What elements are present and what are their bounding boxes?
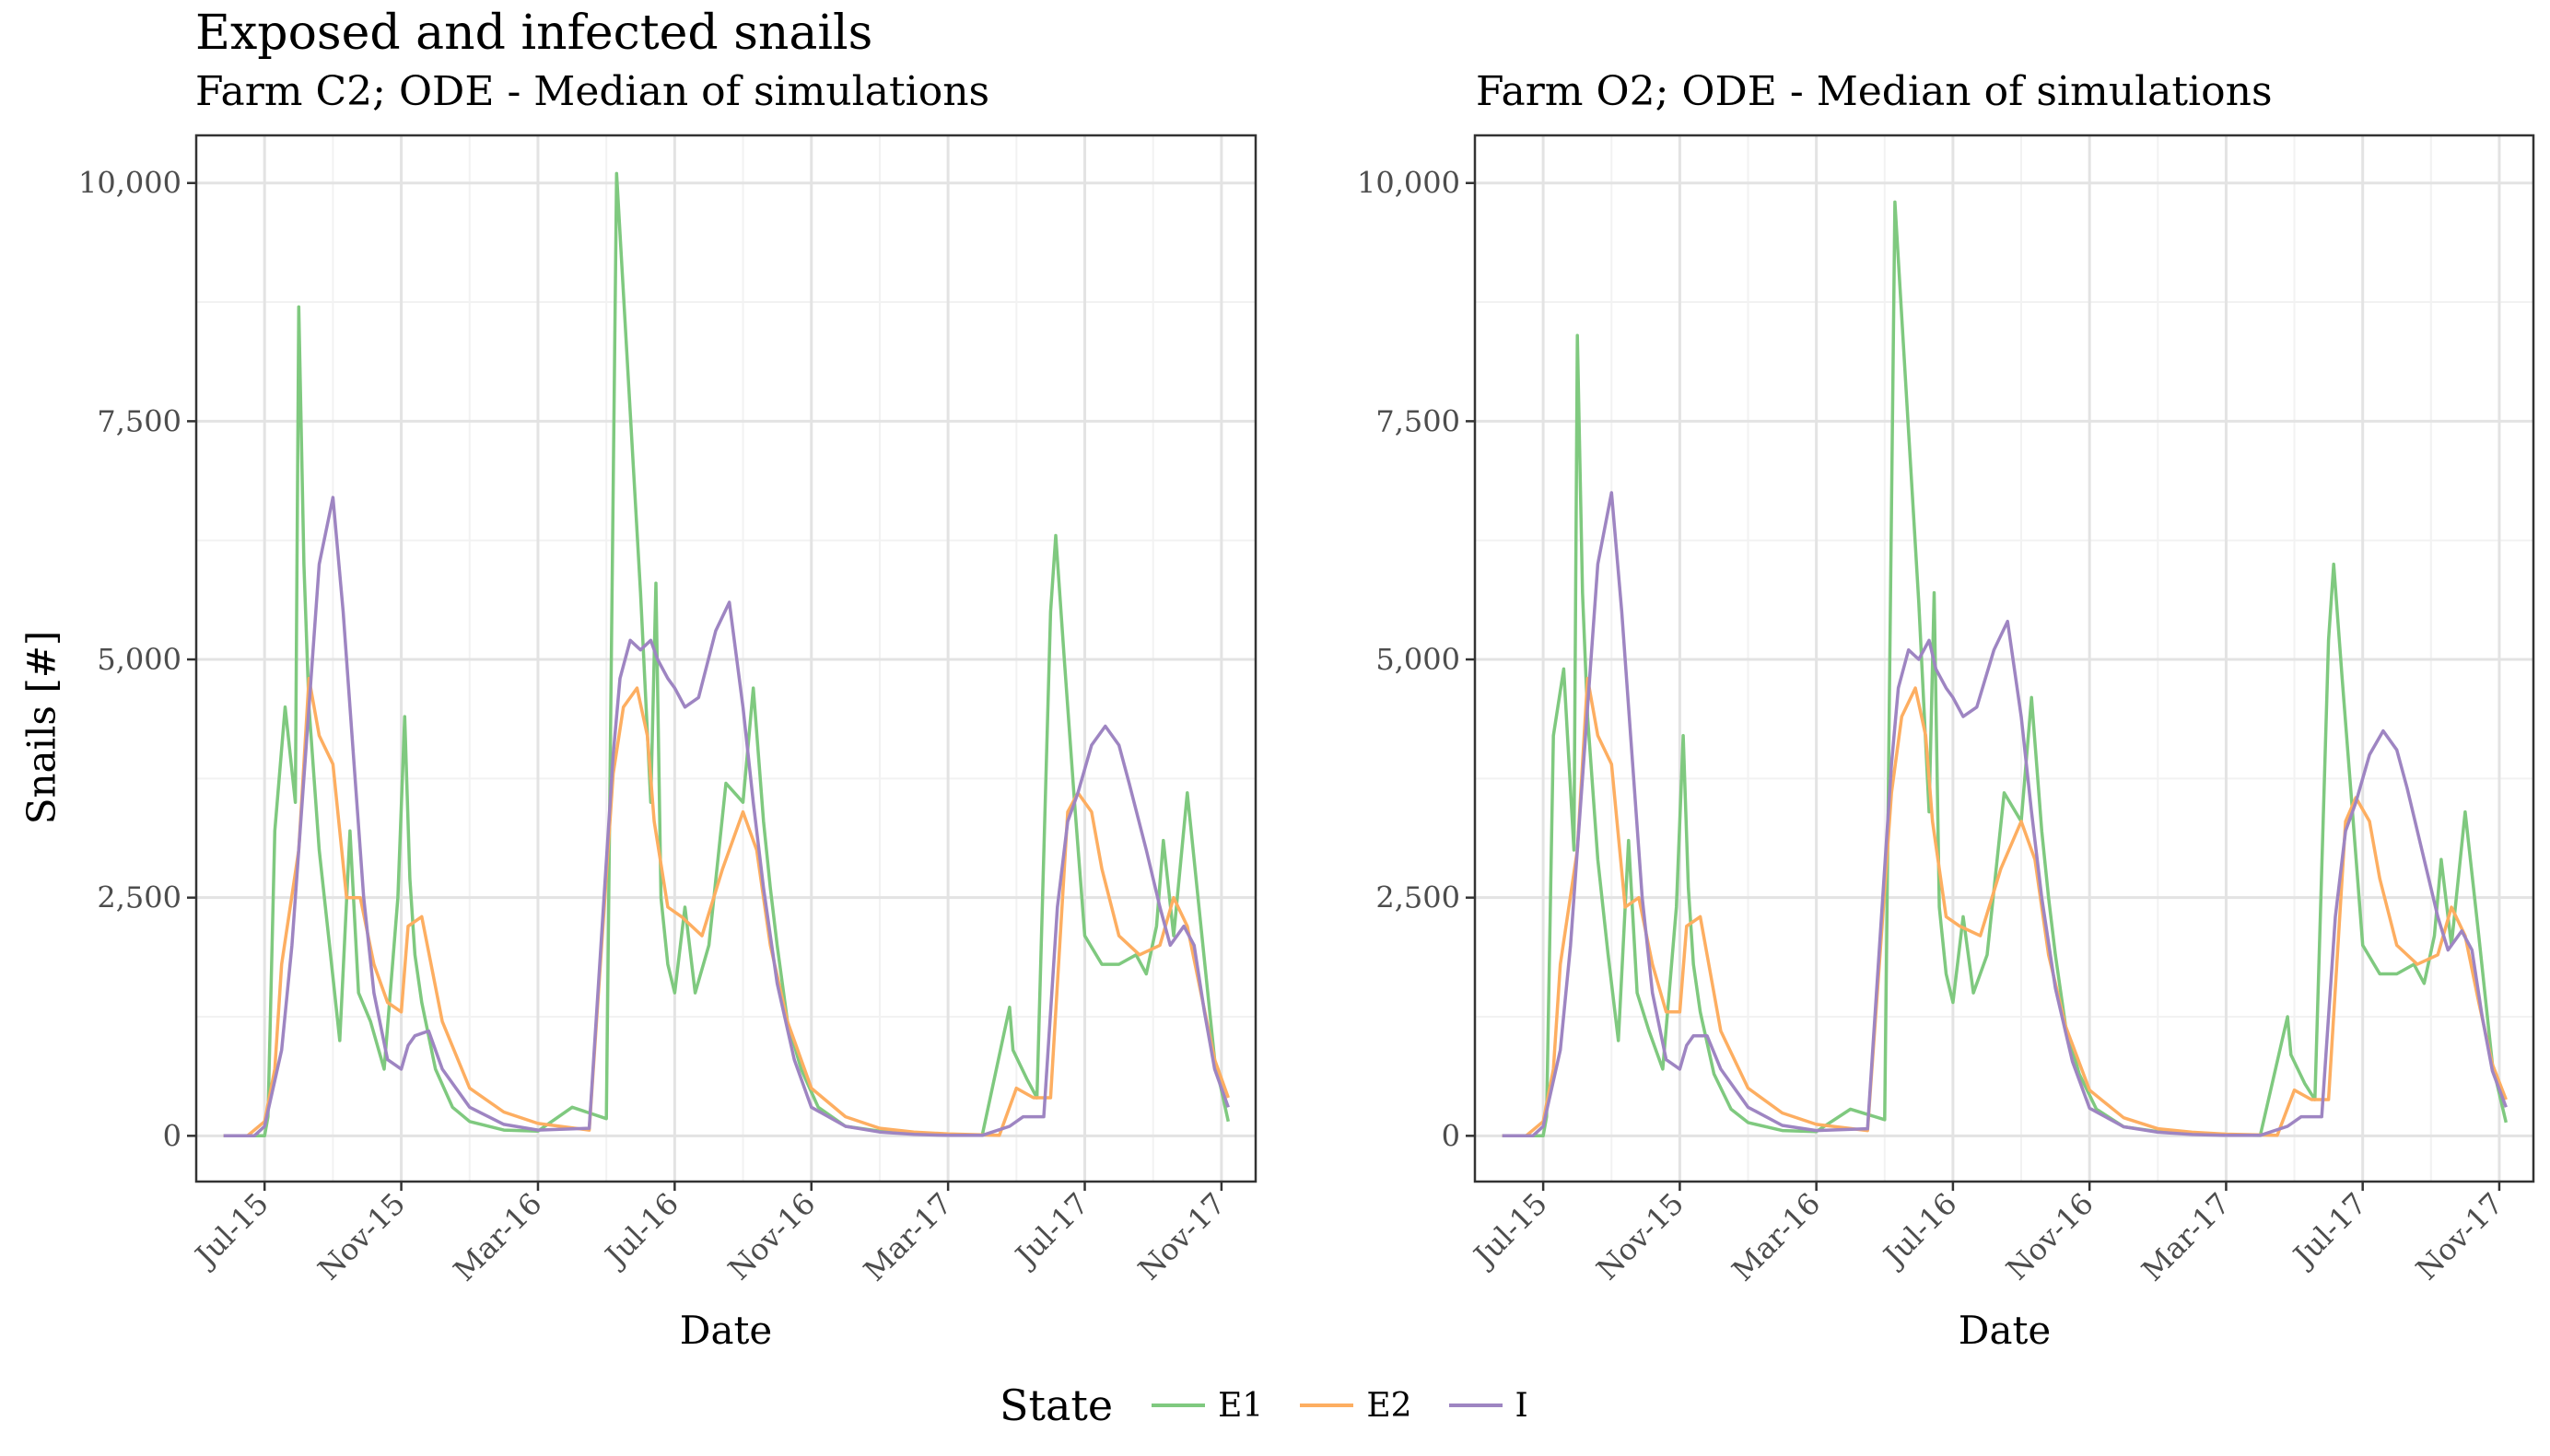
legend-item-i: I <box>1448 1386 1528 1425</box>
legend-swatch-e2 <box>1300 1404 1354 1407</box>
x-axis-title-c2: Date <box>679 1308 773 1353</box>
y-tick-label-c2: 0 <box>163 1118 181 1153</box>
panel-subtitle-c2: Farm C2; ODE - Median of simulations <box>195 68 990 115</box>
series-line-e2-c2 <box>223 676 1230 1138</box>
legend-title: State <box>1000 1380 1114 1430</box>
legend-item-e1: E1 <box>1152 1387 1263 1425</box>
legend-label-e2: E2 <box>1366 1386 1412 1425</box>
legend-item-e2: E2 <box>1300 1386 1412 1425</box>
chart-title: Exposed and infected snails <box>195 6 873 61</box>
y-tick-label-c2: 10,000 <box>78 166 181 201</box>
x-tick-label-o2: Jul-17 <box>2285 1186 2373 1275</box>
x-tick-label-c2: Nov-15 <box>311 1186 413 1287</box>
y-tick-label-o2: 0 <box>1442 1118 1460 1153</box>
x-tick-label-c2: Mar-16 <box>447 1186 549 1288</box>
panel-subtitle-o2: Farm O2; ODE - Median of simulations <box>1476 68 2273 115</box>
x-tick-label-c2: Jul-17 <box>1007 1186 1095 1275</box>
series-line-e2-o2 <box>1502 676 2508 1138</box>
series-line-i-o2 <box>1502 491 2508 1138</box>
legend-swatch-i <box>1448 1404 1503 1407</box>
y-tick-label-o2: 2,500 <box>1375 880 1460 915</box>
y-tick-label-c2: 7,500 <box>97 403 181 438</box>
x-axis-title-o2: Date <box>1958 1308 2052 1353</box>
x-tick-label-c2: Mar-17 <box>857 1186 959 1288</box>
y-tick-label-c2: 5,000 <box>97 642 181 677</box>
y-tick-label-o2: 7,500 <box>1375 403 1460 438</box>
y-tick-label-o2: 5,000 <box>1375 642 1460 677</box>
legend-swatch-e1 <box>1152 1404 1206 1407</box>
x-tick-label-c2: Nov-17 <box>1131 1186 1233 1287</box>
legend-label-i: I <box>1515 1386 1528 1425</box>
x-tick-label-o2: Nov-15 <box>1590 1186 1691 1287</box>
legend: State E1 E2 I <box>1000 1380 1545 1431</box>
x-tick-label-c2: Jul-16 <box>597 1186 685 1275</box>
x-tick-label-o2: Nov-17 <box>2409 1186 2510 1287</box>
x-tick-label-o2: Jul-16 <box>1875 1186 1963 1275</box>
x-tick-label-c2: Jul-15 <box>187 1186 275 1275</box>
x-tick-label-o2: Mar-16 <box>1725 1186 1828 1288</box>
x-tick-label-o2: Jul-15 <box>1465 1186 1553 1275</box>
series-line-i-c2 <box>223 495 1230 1138</box>
x-tick-label-c2: Nov-16 <box>721 1186 823 1287</box>
x-tick-label-o2: Mar-17 <box>2135 1186 2237 1288</box>
y-tick-label-c2: 2,500 <box>97 880 181 915</box>
x-tick-label-o2: Nov-16 <box>1999 1186 2100 1287</box>
y-tick-label-o2: 10,000 <box>1357 166 1460 201</box>
legend-label-e1: E1 <box>1218 1386 1264 1425</box>
